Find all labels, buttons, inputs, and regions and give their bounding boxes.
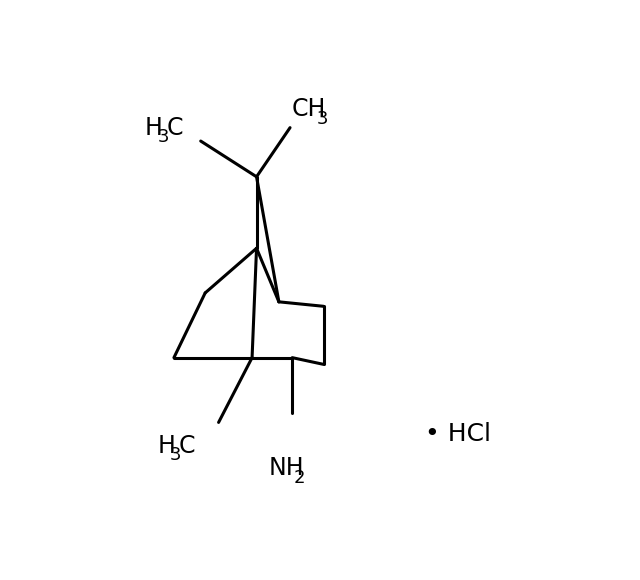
Text: C: C (179, 434, 195, 458)
Text: 3: 3 (157, 129, 169, 147)
Text: 3: 3 (316, 110, 328, 128)
Text: • HCl: • HCl (424, 422, 490, 445)
Text: 2: 2 (293, 469, 305, 487)
Text: 3: 3 (170, 447, 181, 465)
Text: CH: CH (291, 97, 326, 121)
Text: H: H (157, 434, 175, 458)
Text: H: H (145, 115, 163, 140)
Text: NH: NH (268, 456, 304, 480)
Text: C: C (166, 115, 183, 140)
